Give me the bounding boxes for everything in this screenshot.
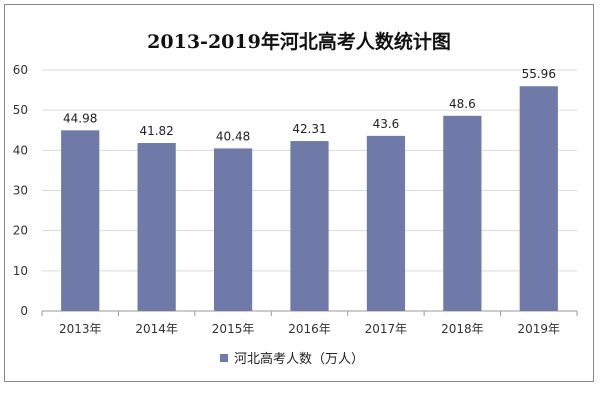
data-label: 44.98 [63, 111, 97, 125]
y-tick-label: 30 [13, 184, 28, 198]
bar [290, 141, 329, 311]
chart-title: 2013-2019年河北高考人数统计图 [147, 31, 451, 53]
x-tick-label: 2017年 [365, 322, 408, 336]
y-tick-label: 50 [13, 103, 28, 117]
data-label: 48.6 [449, 97, 476, 111]
data-label: 40.48 [216, 129, 250, 143]
legend: 河北高考人数（万人） [220, 348, 364, 367]
x-tick-label: 2019年 [518, 322, 561, 336]
bar [443, 115, 482, 311]
x-tick-label: 2016年 [288, 322, 331, 336]
y-tick-label: 40 [13, 143, 28, 157]
x-tick-label: 2015年 [212, 322, 255, 336]
y-tick-label: 10 [13, 264, 28, 278]
bar [366, 135, 406, 311]
x-tick-label: 2018年 [441, 322, 484, 336]
x-tick-label: 2014年 [135, 322, 178, 336]
legend-swatch [220, 353, 228, 362]
y-tick-label: 20 [13, 224, 28, 238]
bar [61, 130, 100, 311]
chart-frame: 2013-2019年河北高考人数统计图 [4, 4, 594, 382]
y-tick-label: 60 [13, 63, 28, 77]
data-label: 43.6 [373, 117, 400, 131]
data-label: 41.82 [139, 124, 173, 138]
bar [519, 86, 558, 312]
y-tick-label: 0 [20, 304, 28, 318]
x-tick-label: 2013年 [59, 322, 102, 336]
data-label: 55.96 [522, 67, 556, 81]
bar [213, 148, 253, 311]
data-label: 42.31 [292, 122, 326, 136]
legend-label: 河北高考人数（万人） [234, 352, 365, 367]
bar [137, 143, 176, 311]
